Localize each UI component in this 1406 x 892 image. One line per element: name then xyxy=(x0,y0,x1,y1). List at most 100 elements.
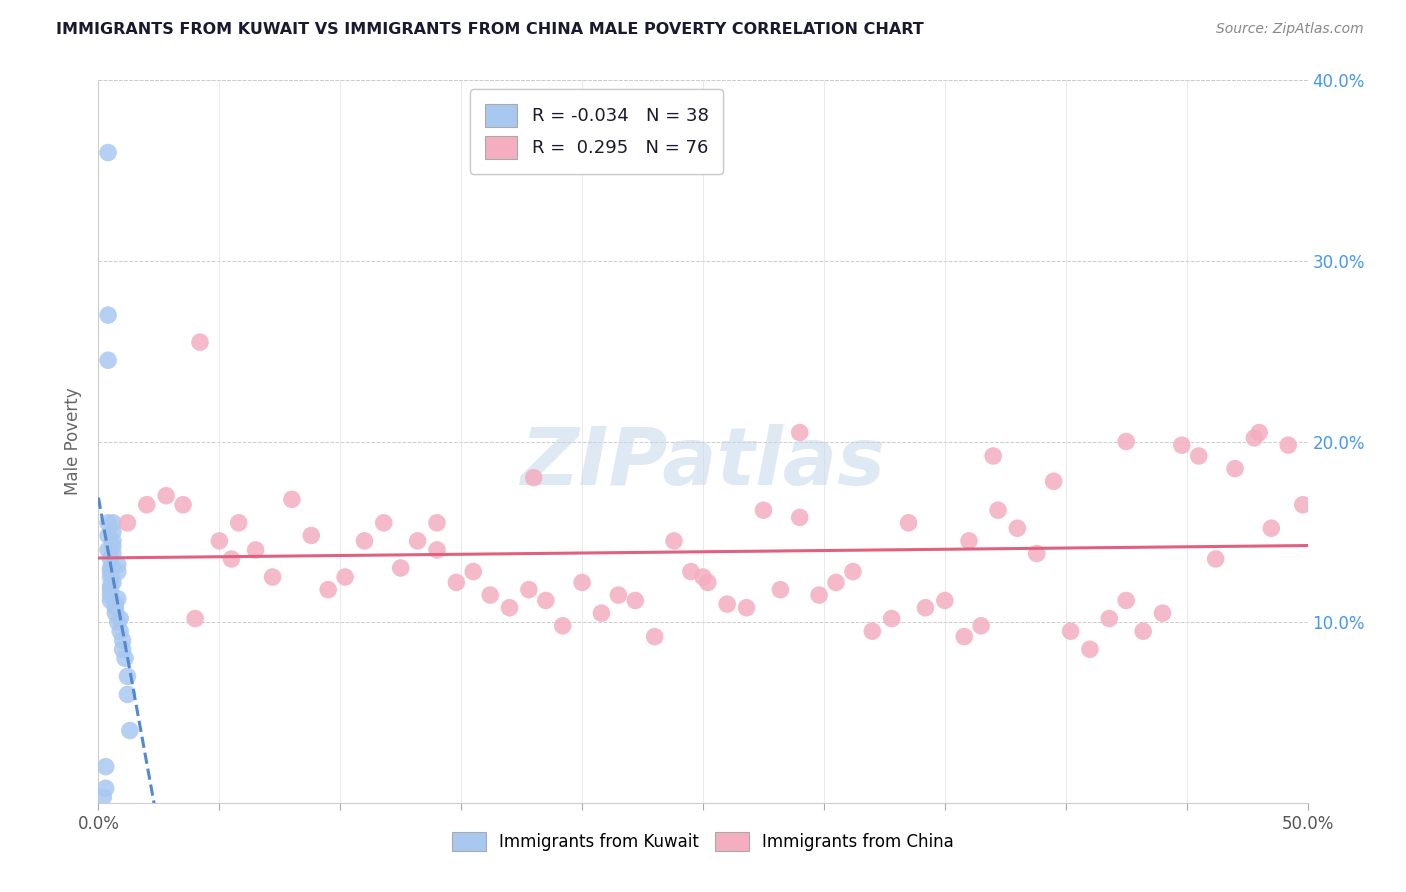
Point xyxy=(208,533,231,548)
Point xyxy=(104,600,127,615)
Point xyxy=(446,575,468,590)
Point xyxy=(353,533,375,548)
Point xyxy=(808,588,831,602)
Point xyxy=(970,619,993,633)
Point xyxy=(100,565,122,579)
Point xyxy=(107,565,129,579)
Point xyxy=(679,565,702,579)
Point xyxy=(114,651,136,665)
Point xyxy=(523,471,546,485)
Point xyxy=(111,633,134,648)
Point xyxy=(97,353,120,368)
Point xyxy=(100,570,122,584)
Point xyxy=(94,781,117,796)
Point xyxy=(1243,431,1265,445)
Point xyxy=(1115,434,1137,449)
Point xyxy=(914,600,936,615)
Point xyxy=(1249,425,1271,440)
Point xyxy=(262,570,284,584)
Point xyxy=(517,582,540,597)
Point xyxy=(101,575,124,590)
Point xyxy=(735,600,758,615)
Point xyxy=(607,588,630,602)
Point xyxy=(184,611,207,625)
Point xyxy=(1152,606,1174,620)
Point xyxy=(752,503,775,517)
Point xyxy=(299,528,322,542)
Point xyxy=(1007,521,1029,535)
Point xyxy=(1171,438,1194,452)
Point xyxy=(789,510,811,524)
Point xyxy=(987,503,1010,517)
Point xyxy=(107,615,129,630)
Point xyxy=(117,687,139,701)
Point xyxy=(97,528,120,542)
Point xyxy=(188,335,211,350)
Point xyxy=(101,533,124,548)
Point xyxy=(953,630,976,644)
Point xyxy=(281,492,304,507)
Point xyxy=(644,630,666,644)
Point xyxy=(101,524,124,539)
Point xyxy=(1042,475,1064,489)
Point xyxy=(104,597,127,611)
Point xyxy=(692,570,714,584)
Point xyxy=(1223,461,1246,475)
Point xyxy=(1205,552,1227,566)
Point xyxy=(934,593,956,607)
Point xyxy=(406,533,429,548)
Point xyxy=(591,606,613,620)
Point xyxy=(316,582,339,597)
Point xyxy=(97,145,120,160)
Point xyxy=(108,611,131,625)
Point xyxy=(104,606,127,620)
Point xyxy=(97,308,120,322)
Legend: Immigrants from Kuwait, Immigrants from China: Immigrants from Kuwait, Immigrants from … xyxy=(444,823,962,860)
Point xyxy=(842,565,865,579)
Point xyxy=(716,597,738,611)
Point xyxy=(479,588,502,602)
Point xyxy=(100,582,122,597)
Text: IMMIGRANTS FROM KUWAIT VS IMMIGRANTS FROM CHINA MALE POVERTY CORRELATION CHART: IMMIGRANTS FROM KUWAIT VS IMMIGRANTS FRO… xyxy=(56,22,924,37)
Point xyxy=(135,498,157,512)
Point xyxy=(1292,498,1315,512)
Point xyxy=(108,624,131,639)
Point xyxy=(1059,624,1081,639)
Point xyxy=(373,516,395,530)
Point xyxy=(426,516,449,530)
Point xyxy=(172,498,194,512)
Point xyxy=(769,582,792,597)
Point xyxy=(97,516,120,530)
Point xyxy=(1115,593,1137,607)
Point xyxy=(1188,449,1211,463)
Y-axis label: Male Poverty: Male Poverty xyxy=(65,388,83,495)
Point xyxy=(111,642,134,657)
Point xyxy=(389,561,412,575)
Point xyxy=(100,579,122,593)
Point xyxy=(107,591,129,606)
Point xyxy=(1132,624,1154,639)
Point xyxy=(100,593,122,607)
Point xyxy=(1260,521,1282,535)
Point xyxy=(571,575,593,590)
Point xyxy=(624,593,647,607)
Point xyxy=(91,790,114,805)
Point xyxy=(981,449,1004,463)
Point xyxy=(155,489,177,503)
Point xyxy=(1025,547,1047,561)
Point xyxy=(860,624,883,639)
Point xyxy=(100,588,122,602)
Point xyxy=(94,760,117,774)
Point xyxy=(789,425,811,440)
Point xyxy=(333,570,356,584)
Point xyxy=(463,565,485,579)
Point xyxy=(534,593,557,607)
Point xyxy=(1098,611,1121,625)
Point xyxy=(100,552,122,566)
Point xyxy=(221,552,243,566)
Point xyxy=(97,542,120,557)
Point xyxy=(551,619,574,633)
Point xyxy=(100,561,122,575)
Point xyxy=(662,533,685,548)
Point xyxy=(825,575,848,590)
